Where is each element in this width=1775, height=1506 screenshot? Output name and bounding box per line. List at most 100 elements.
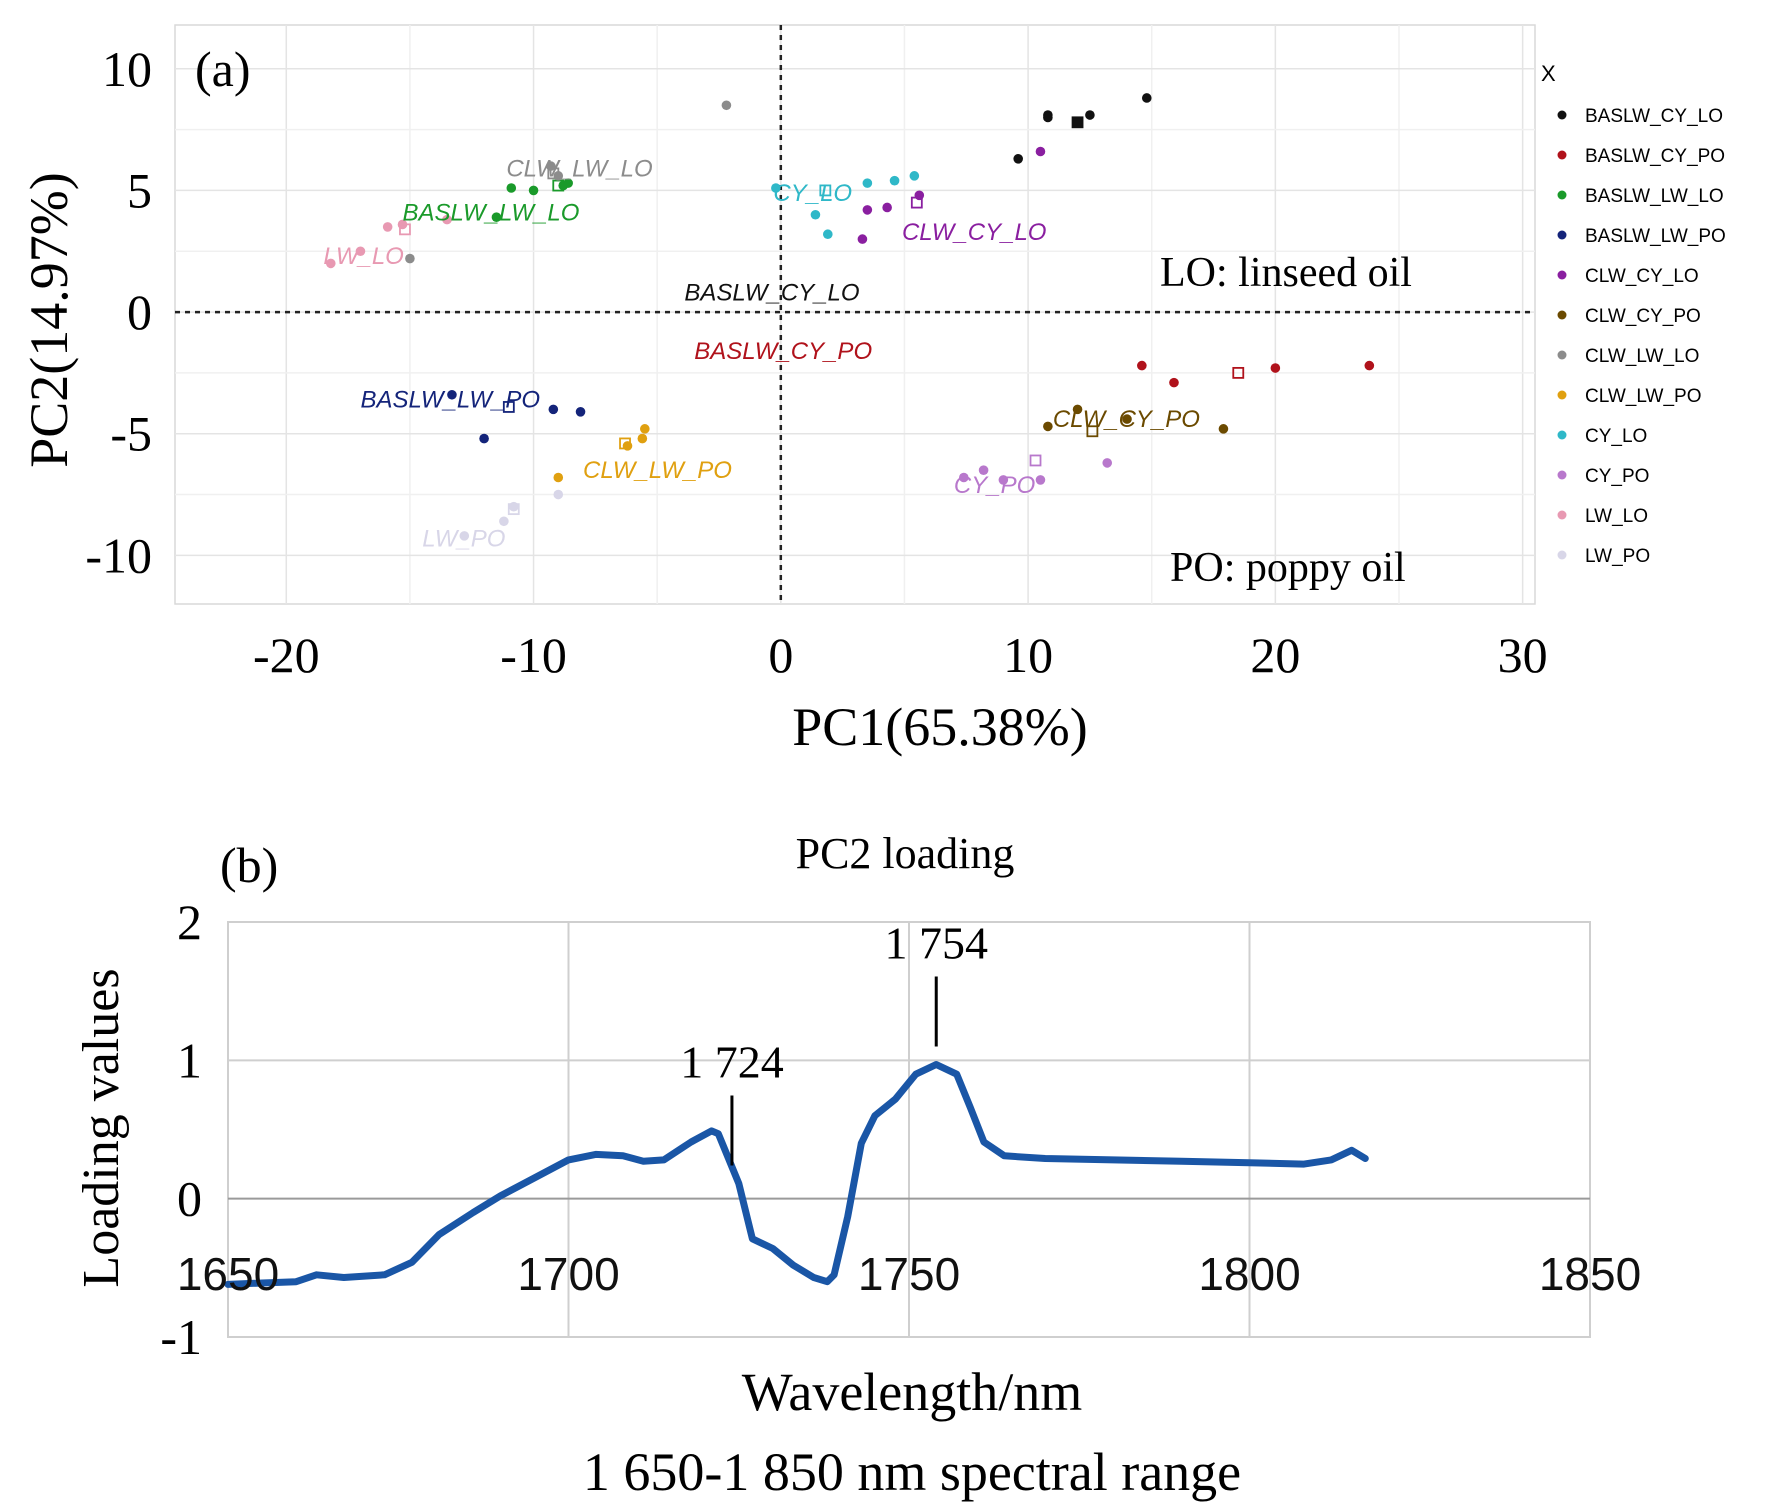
centroid-marker-clw-cy-po: [1086, 425, 1099, 438]
legend-swatch: [1557, 430, 1567, 440]
group-label: LW_LO: [323, 243, 403, 270]
y-tick-label: 0: [177, 1171, 202, 1227]
legend-swatch: [1557, 310, 1567, 320]
data-point-baslw-lw-po: [575, 407, 586, 417]
data-point-clw-lw-po: [637, 433, 648, 444]
x-tick-label: -10: [500, 627, 567, 683]
data-point-cy-po: [959, 472, 969, 483]
x-tick-label: -20: [253, 627, 320, 683]
data-point-baslw-lw-lo: [491, 212, 502, 222]
centroid-marker-lw-lo: [399, 223, 411, 236]
plot-b-peak-markers: 1 724 1 754: [680, 917, 988, 1166]
plot-a-reference-lines: [175, 25, 1535, 604]
legend-entry: BASLW_LW_LO: [1585, 186, 1724, 207]
peak-label: 1 724: [680, 1036, 784, 1087]
legend-swatch: [1557, 550, 1567, 560]
data-point-lw-lo: [382, 222, 393, 232]
data-point-lw-lo: [325, 258, 336, 269]
centroid-marker-clw-lw-po: [619, 437, 631, 450]
data-point-clw-lw-lo: [405, 253, 415, 264]
centroid-marker-baslw-cy-lo: [1071, 116, 1084, 129]
x-tick-label: 0: [768, 627, 793, 683]
data-point-clw-cy-lo: [857, 234, 868, 244]
legend-title: X: [1541, 61, 1556, 86]
legend-swatch: [1557, 150, 1567, 160]
plot-b-x-ticks: 1650 1700 1750 1800 1850: [177, 1248, 1641, 1300]
legend-swatch: [1557, 190, 1567, 200]
group-label: CY_PO: [954, 472, 1035, 499]
group-label: BASLW_LW_LO: [402, 199, 579, 226]
data-point-baslw-cy-lo: [1085, 110, 1095, 120]
data-point-cy-lo: [909, 171, 920, 181]
x-axis-label-a: PC1(65.38%): [792, 697, 1088, 757]
legend-entry: CLW_CY_LO: [1585, 266, 1699, 287]
data-point-clw-lw-po: [640, 424, 650, 434]
pc2-loading-line: [224, 1061, 1369, 1288]
annotation-poppy-oil: PO: poppy oil: [1170, 545, 1406, 591]
chart-b-title: PC2 loading: [796, 829, 1015, 878]
legend-swatch: [1557, 230, 1567, 240]
data-point-lw-po: [459, 531, 470, 541]
pc2-loading-plot: (b) PC2 loading 2 1 0 -1 1650 1700 1750 1800 18…: [73, 829, 1641, 1502]
legend-entry: BASLW_CY_LO: [1585, 106, 1723, 127]
plot-a-y-ticks: 10 5 0 -5 -10: [85, 41, 152, 584]
legend-entry: CY_PO: [1585, 466, 1649, 487]
plot-b-y-ticks: 2 1 0 -1: [160, 894, 202, 1365]
panel-b-label: (b): [220, 837, 278, 893]
annotation-linseed-oil: LO: linseed oil: [1160, 250, 1412, 296]
data-point-cy-po: [998, 475, 1009, 485]
legend-swatch: [1557, 390, 1567, 400]
plot-b-grid: [228, 922, 1590, 1337]
centroid-marker-cy-po: [1029, 454, 1042, 467]
legend-swatch: [1557, 110, 1567, 120]
peak-label: 1 754: [884, 917, 988, 968]
y-tick-label: 1: [177, 1032, 202, 1088]
centroid-marker-cy-lo: [819, 184, 832, 197]
data-point-baslw-cy-po: [1364, 360, 1375, 371]
group-label: CLW_CY_LO: [902, 219, 1047, 246]
panel-a-label: (a): [195, 41, 251, 97]
data-point-clw-cy-lo: [882, 202, 892, 213]
data-point-clw-cy-po: [1218, 424, 1229, 434]
legend-entry: CLW_CY_PO: [1585, 306, 1701, 327]
data-point-cy-lo: [810, 209, 821, 220]
legend-entry: BASLW_LW_PO: [1585, 226, 1726, 247]
data-point-cy-lo: [771, 183, 781, 193]
data-point-baslw-cy-lo: [1141, 93, 1152, 103]
data-point-baslw-lw-po: [548, 404, 559, 415]
x-axis-label-b: Wavelength/nm: [742, 1362, 1083, 1422]
data-point-lw-lo: [442, 214, 452, 225]
data-point-clw-cy-po: [1043, 421, 1053, 432]
data-point-baslw-lw-po: [447, 389, 457, 400]
x-tick-label: 1800: [1198, 1248, 1300, 1300]
centroid-marker-clw-lw-lo: [547, 167, 560, 180]
data-point-baslw-lw-po: [479, 433, 489, 444]
group-label: CLW_LW_LO: [506, 156, 652, 183]
data-point-baslw-lw-lo: [563, 178, 573, 188]
figure-caption: 1 650-1 850 nm spectral range: [583, 1442, 1241, 1502]
legend-entry: LW_PO: [1585, 546, 1650, 567]
group-label: CY_LO: [773, 180, 852, 207]
plot-a-x-ticks: -20 -10 0 10 20 30: [253, 627, 1548, 683]
group-label: BASLW_CY_LO: [684, 280, 859, 307]
data-point-clw-cy-po: [1122, 414, 1132, 424]
legend-entry: CLW_LW_PO: [1585, 386, 1702, 407]
y-tick-label: -10: [85, 527, 152, 583]
y-tick-label: -1: [160, 1309, 202, 1365]
y-tick-label: 5: [127, 162, 152, 218]
data-point-cy-po: [1035, 475, 1046, 485]
legend-swatch: [1557, 350, 1567, 360]
centroid-marker-clw-cy-lo: [910, 196, 923, 209]
data-point-lw-lo: [355, 246, 366, 257]
legend-entry: CLW_LW_LO: [1585, 346, 1699, 367]
legend-swatch: [1557, 470, 1567, 480]
x-tick-label: 10: [1003, 627, 1053, 683]
y-axis-label-a: PC2(14.97%): [19, 172, 79, 468]
data-point-baslw-cy-po: [1270, 363, 1281, 373]
group-label: BASLW_LW_PO: [360, 387, 540, 414]
data-point-lw-po: [553, 489, 564, 500]
data-point-baslw-cy-po: [1137, 360, 1147, 371]
data-point-cy-lo: [823, 229, 833, 240]
y-tick-label: 2: [177, 894, 202, 950]
